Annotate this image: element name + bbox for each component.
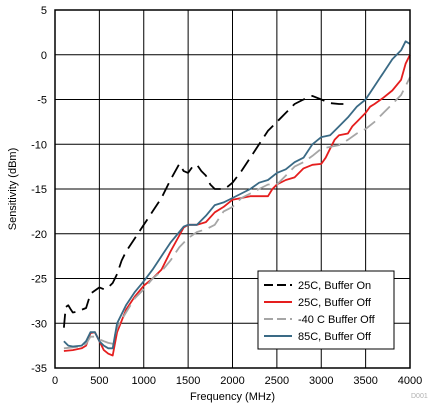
y-tick-label: -5 — [37, 95, 47, 107]
y-tick-label: -15 — [31, 184, 47, 196]
x-tick-label: 500 — [90, 375, 108, 387]
series-line-1 — [63, 95, 344, 328]
x-tick-label: 0 — [52, 375, 58, 387]
x-tick-label: 4000 — [398, 375, 422, 387]
y-tick-label: -30 — [31, 318, 47, 330]
y-tick-labels: 5 0 -5 -10 -15 -20 -25 -30 -35 — [31, 5, 47, 375]
x-tick-label: 3000 — [309, 375, 333, 387]
y-tick-label: -20 — [31, 229, 47, 241]
series-line-4 — [63, 40, 411, 350]
y-tick-label: -25 — [31, 274, 47, 286]
x-tick-label: 2500 — [265, 375, 289, 387]
figure-id: D001 — [411, 393, 428, 400]
legend: 25C, Buffer On 25C, Buffer Off -40 C Buffe… — [257, 270, 395, 350]
series-line-3 — [63, 76, 411, 350]
y-tick-label: -35 — [31, 363, 47, 375]
y-tick-label: -10 — [31, 139, 47, 151]
series-lines — [63, 40, 411, 357]
legend-label: 25C, Buffer On — [298, 280, 371, 292]
x-tick-label: 3500 — [353, 375, 377, 387]
y-tick-label: 5 — [41, 5, 47, 17]
legend-label: 25C, Buffer Off — [298, 297, 372, 309]
x-tick-labels: 0 500 1000 1500 2000 2500 3000 3500 4000 — [52, 375, 422, 387]
x-tick-label: 2000 — [220, 375, 244, 387]
legend-label: 85C, Buffer Off — [298, 331, 372, 343]
plot-frame — [54, 9, 411, 369]
x-tick-label: 1500 — [176, 375, 200, 387]
y-tick-label: 0 — [41, 50, 47, 62]
x-tick-label: 1000 — [132, 375, 156, 387]
y-axis-label: Sensitivity (dBm) — [7, 148, 19, 231]
legend-label: -40 C Buffer Off — [298, 314, 376, 326]
x-axis-label: Frequency (MHz) — [190, 391, 275, 403]
